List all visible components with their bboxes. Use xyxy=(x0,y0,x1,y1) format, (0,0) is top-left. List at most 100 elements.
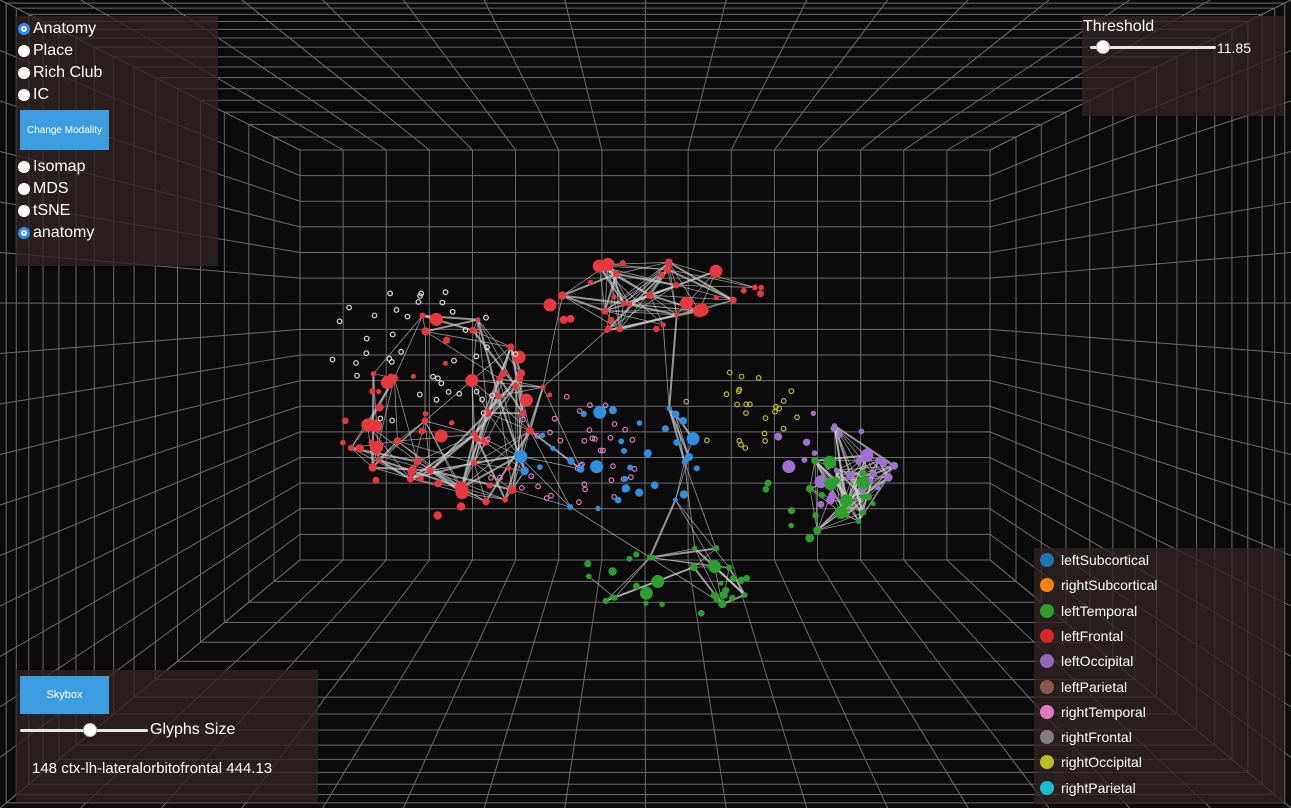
network-node[interactable] xyxy=(462,327,469,333)
network-node[interactable] xyxy=(833,467,840,474)
network-node[interactable] xyxy=(672,281,680,289)
network-node[interactable] xyxy=(353,360,359,366)
network-node[interactable] xyxy=(347,444,355,452)
network-node[interactable] xyxy=(776,405,783,412)
network-node[interactable] xyxy=(377,415,384,422)
network-node[interactable] xyxy=(520,466,529,476)
network-node[interactable] xyxy=(641,590,650,599)
network-node[interactable] xyxy=(683,398,690,405)
network-node[interactable] xyxy=(517,369,526,378)
network-node[interactable] xyxy=(845,471,855,480)
network-node[interactable] xyxy=(735,388,742,395)
network-node[interactable] xyxy=(780,425,787,432)
network-node[interactable] xyxy=(433,396,440,403)
network-node[interactable] xyxy=(818,491,826,499)
network-node[interactable] xyxy=(695,303,709,317)
network-node[interactable] xyxy=(417,475,424,483)
network-node[interactable] xyxy=(671,410,680,419)
network-node[interactable] xyxy=(543,298,557,312)
network-node[interactable] xyxy=(566,314,575,323)
network-node[interactable] xyxy=(869,470,878,478)
network-node[interactable] xyxy=(680,296,693,310)
radio-rich-club[interactable]: Rich Club xyxy=(18,62,102,84)
network-node[interactable] xyxy=(611,494,617,500)
network-node[interactable] xyxy=(758,284,764,291)
network-node[interactable] xyxy=(590,460,604,474)
network-node[interactable] xyxy=(369,419,383,433)
network-node[interactable] xyxy=(612,270,620,278)
radio-button[interactable] xyxy=(18,67,30,79)
network-node[interactable] xyxy=(375,403,384,412)
network-node[interactable] xyxy=(844,512,850,518)
network-node[interactable] xyxy=(415,299,422,305)
network-node[interactable] xyxy=(663,265,672,274)
network-node[interactable] xyxy=(633,551,640,558)
network-node[interactable] xyxy=(519,393,533,407)
network-node[interactable] xyxy=(478,442,485,448)
network-node[interactable] xyxy=(368,463,377,472)
network-node[interactable] xyxy=(661,425,669,433)
network-node[interactable] xyxy=(336,318,343,325)
network-node[interactable] xyxy=(856,518,862,524)
network-node[interactable] xyxy=(340,439,346,446)
network-node[interactable] xyxy=(708,560,722,574)
network-node[interactable] xyxy=(751,284,758,291)
network-node[interactable] xyxy=(660,322,666,328)
network-node[interactable] xyxy=(842,503,848,510)
network-node[interactable] xyxy=(563,393,570,400)
network-node[interactable] xyxy=(576,499,582,506)
network-node[interactable] xyxy=(651,575,665,588)
radio-button[interactable] xyxy=(18,45,30,57)
network-node[interactable] xyxy=(576,408,583,414)
network-node[interactable] xyxy=(528,473,534,480)
network-node[interactable] xyxy=(475,317,481,323)
network-node[interactable] xyxy=(805,533,815,543)
radio-ic[interactable]: IC xyxy=(18,84,49,106)
network-node[interactable] xyxy=(426,467,434,474)
network-node[interactable] xyxy=(567,457,575,465)
network-node[interactable] xyxy=(646,291,654,300)
network-node[interactable] xyxy=(388,359,395,365)
threshold-slider-thumb[interactable] xyxy=(1095,40,1110,54)
network-node[interactable] xyxy=(860,493,866,500)
network-node[interactable] xyxy=(499,369,508,378)
network-node[interactable] xyxy=(743,401,750,408)
radio-mds[interactable]: MDS xyxy=(18,178,69,200)
network-node[interactable] xyxy=(810,410,816,417)
network-node[interactable] xyxy=(559,315,568,324)
network-node[interactable] xyxy=(875,457,882,465)
network-node[interactable] xyxy=(672,497,678,503)
network-node[interactable] xyxy=(540,384,546,390)
network-node[interactable] xyxy=(704,437,710,444)
network-node[interactable] xyxy=(597,447,604,454)
network-node[interactable] xyxy=(449,308,456,315)
network-node[interactable] xyxy=(407,468,416,476)
network-node[interactable] xyxy=(743,410,749,417)
network-node[interactable] xyxy=(547,392,553,398)
network-node[interactable] xyxy=(512,350,526,364)
network-node[interactable] xyxy=(413,457,422,466)
network-node[interactable] xyxy=(451,357,457,364)
network-node[interactable] xyxy=(636,420,643,426)
network-node[interactable] xyxy=(620,300,627,307)
network-node[interactable] xyxy=(812,512,819,519)
network-node[interactable] xyxy=(602,402,609,409)
network-node[interactable] xyxy=(616,326,623,333)
network-node[interactable] xyxy=(551,415,558,422)
network-node[interactable] xyxy=(794,414,800,421)
network-node[interactable] xyxy=(658,271,666,279)
network-node[interactable] xyxy=(429,312,443,326)
network-node[interactable] xyxy=(473,435,480,443)
network-node[interactable] xyxy=(831,423,838,429)
network-node[interactable] xyxy=(456,390,463,397)
network-node[interactable] xyxy=(679,417,687,425)
network-node[interactable] xyxy=(389,331,396,338)
network-node[interactable] xyxy=(371,312,378,319)
network-node[interactable] xyxy=(697,609,705,617)
network-node[interactable] xyxy=(548,492,554,499)
network-node[interactable] xyxy=(875,485,881,491)
radio-tsne[interactable]: tSNE xyxy=(18,200,70,222)
network-node[interactable] xyxy=(686,432,700,446)
network-node[interactable] xyxy=(621,484,631,493)
network-node[interactable] xyxy=(718,580,724,586)
